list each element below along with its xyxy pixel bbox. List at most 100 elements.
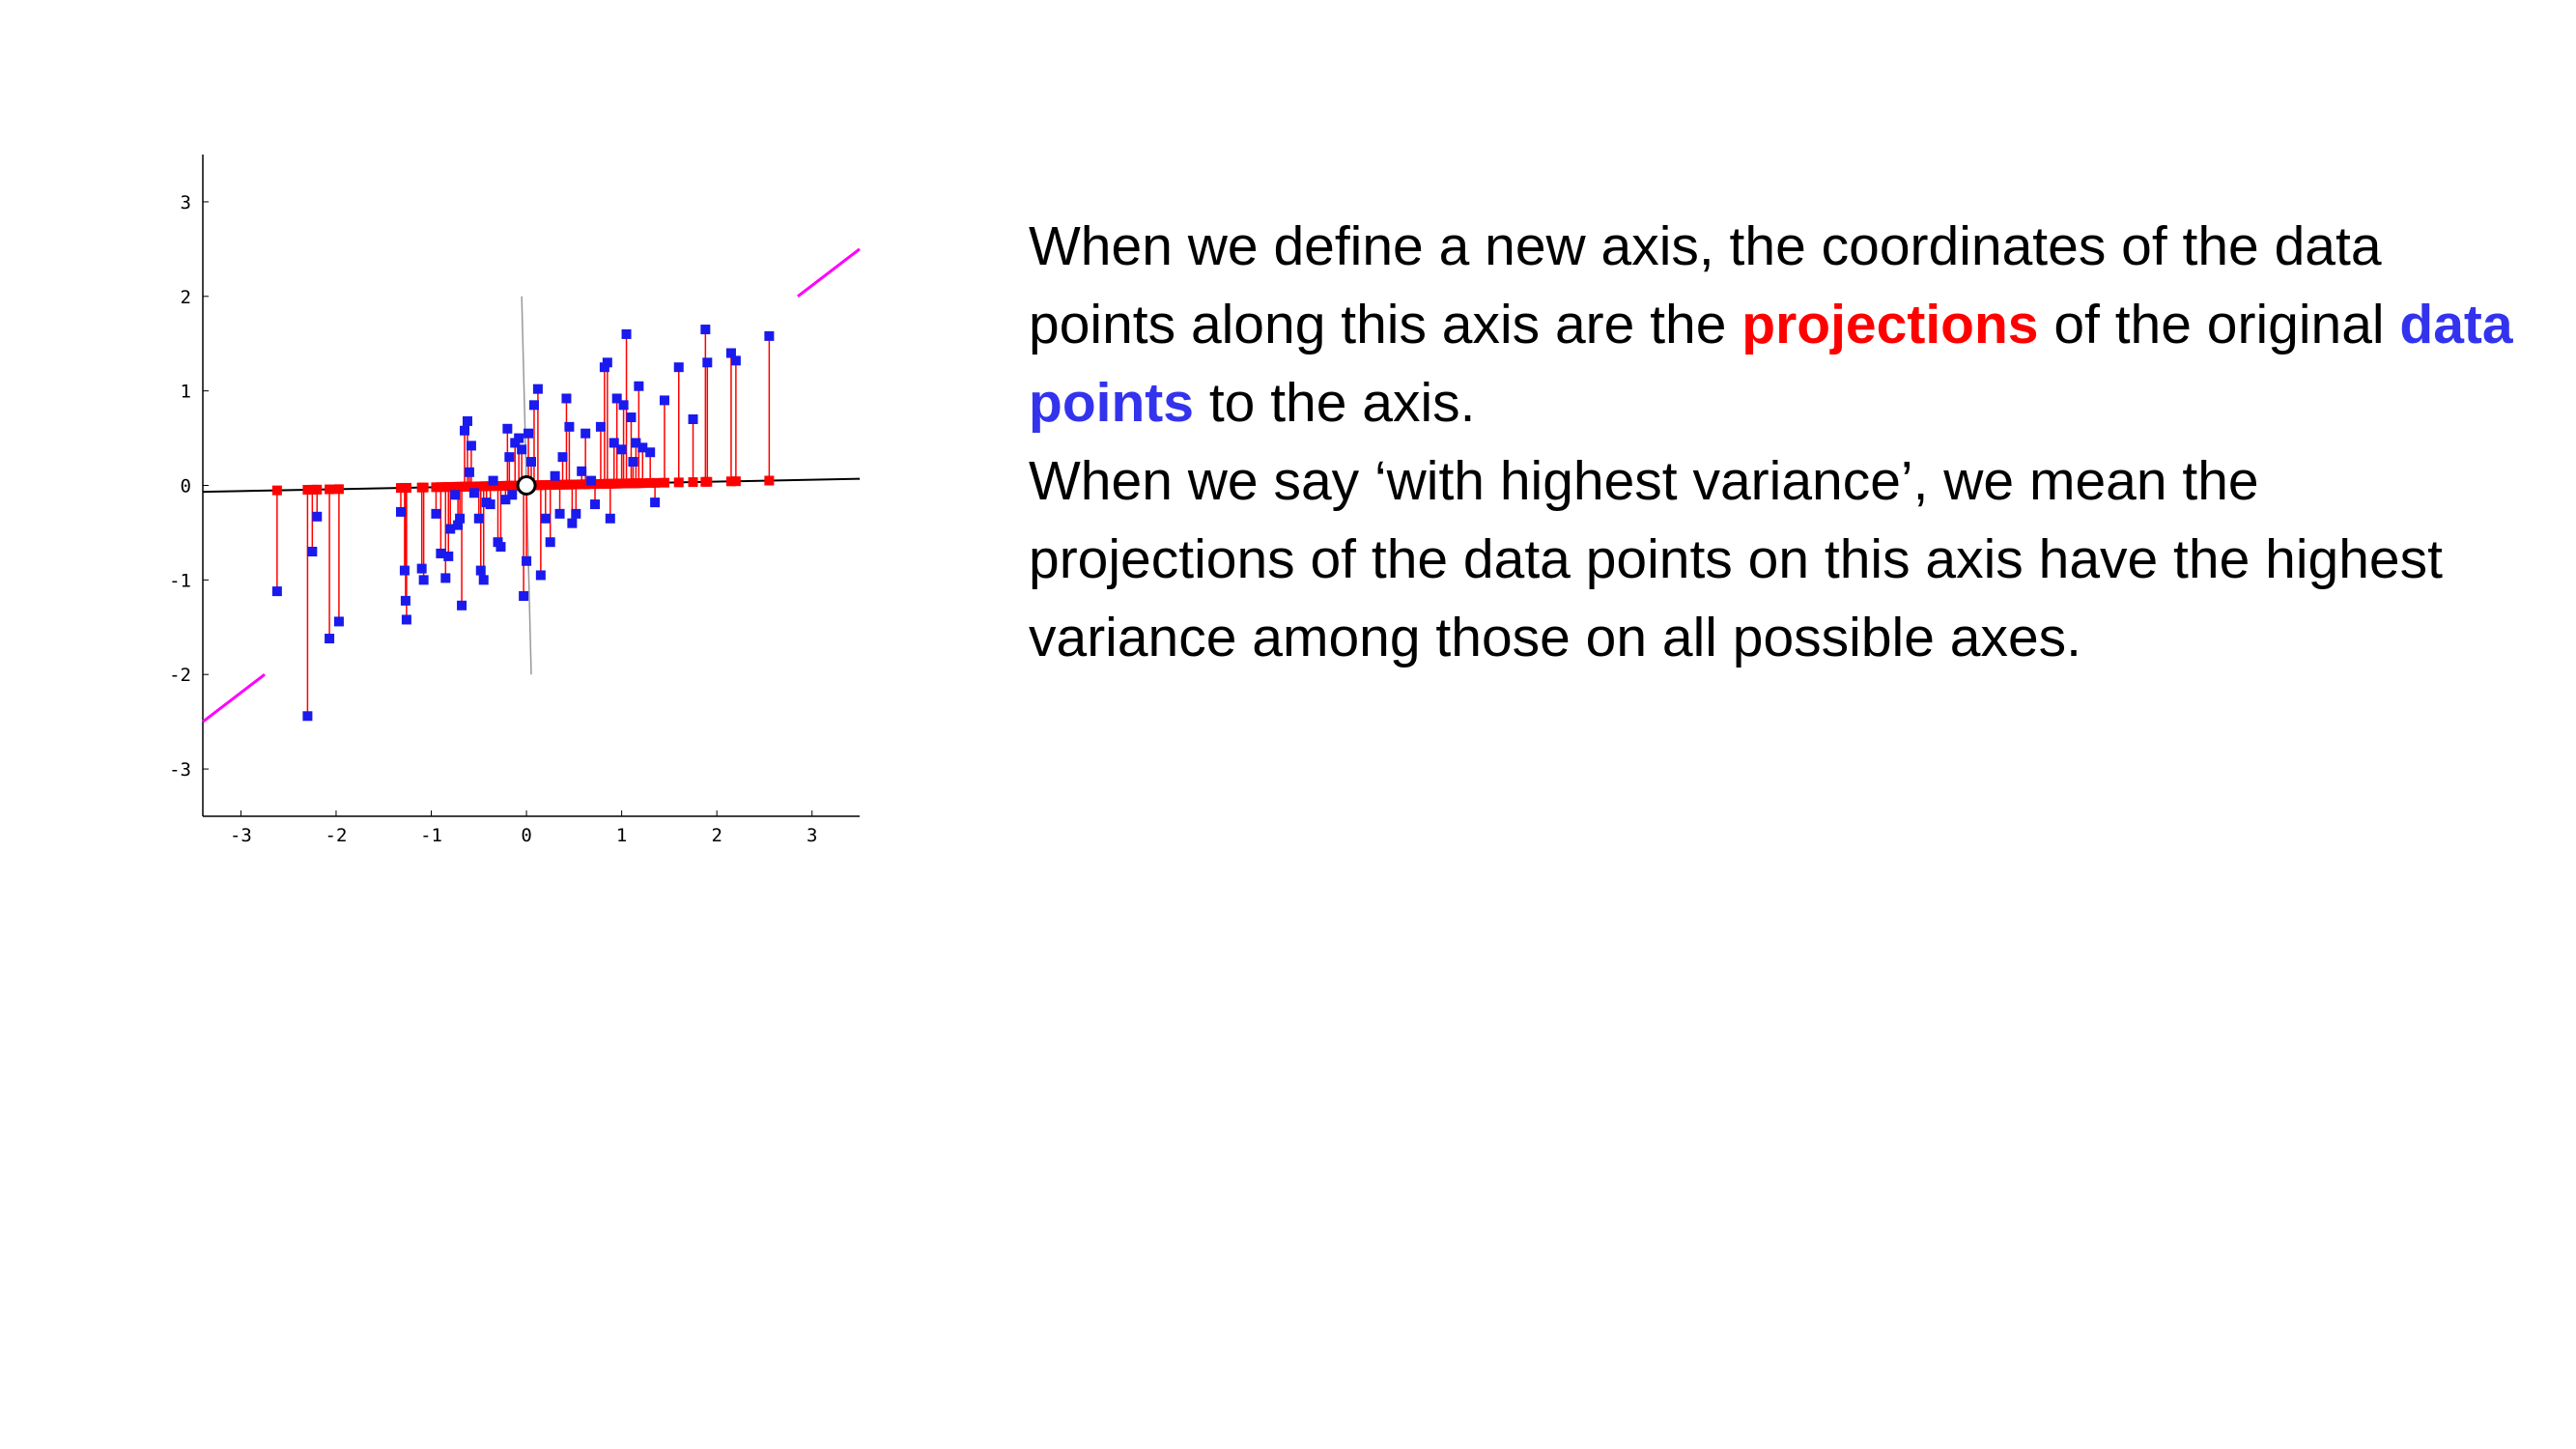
projected-point [688,477,698,488]
data-point [730,355,741,366]
data-point [564,421,575,432]
data-point [637,442,648,453]
projected-point [401,482,411,493]
data-point [725,348,736,358]
explanation-text: When we define a new axis, the coordinat… [1029,208,2535,677]
data-point [399,565,410,576]
data-point [504,452,515,463]
data-point [401,614,411,625]
chart-svg: -3 -2 -1 0 1 2 3 3 2 1 0 -1 -2 -3 [169,155,861,846]
data-point [590,499,601,510]
data-point [271,586,282,597]
y-tick-label: 2 [181,287,191,308]
y-tick-label: -3 [169,759,191,781]
data-point [626,412,637,423]
data-point [517,444,527,455]
projected-point [764,475,775,486]
x-tick-label: -1 [420,825,442,846]
data-point [535,570,546,581]
data-point [526,457,536,468]
para1-text-a: When we define a new axis, the coordinat… [1029,215,2382,355]
data-point [522,555,532,566]
data-point [502,423,513,434]
data-point [595,421,606,432]
projected-point [312,484,323,495]
data-point [466,440,476,451]
x-tick-label: 3 [807,825,817,846]
data-point [445,524,456,534]
data-point [325,634,335,644]
projected-point [637,478,648,489]
projected-point [673,477,684,488]
data-points-emphasis: data points [1029,294,2513,434]
data-point [550,470,560,481]
data-point [514,433,524,443]
projected-point [418,482,429,493]
projected-point [702,476,713,487]
para1-text-b: of the original [2038,294,2400,355]
data-point [540,513,551,524]
data-point [455,513,466,524]
data-point [473,513,484,524]
projections-emphasis: projections [1741,294,2039,355]
data-point [464,467,474,477]
data-point [545,537,555,548]
data-point [495,542,506,553]
data-point [307,547,318,556]
data-point [450,490,461,500]
y-tick-label: -1 [169,570,191,591]
data-point [532,384,543,394]
direction-marker [202,673,266,724]
data-point [557,452,568,463]
paragraph-variance: When we say ‘with highest variance’, we … [1029,450,2443,668]
x-tick-label: 0 [521,825,531,846]
x-tick-label: 1 [616,825,627,846]
data-point [416,563,427,574]
data-point [673,362,684,373]
data-point [611,393,622,404]
data-point [400,595,410,606]
data-point [302,711,313,722]
data-point [580,428,591,439]
y-tick-label: 3 [181,192,191,213]
data-point [333,616,344,627]
data-point [475,565,486,576]
data-point [621,328,632,339]
data-point [659,395,669,406]
data-point [702,357,713,368]
x-tick-label: -3 [230,825,252,846]
data-point [500,495,511,505]
projected-point [333,484,344,495]
data-point [443,551,454,561]
data-point [561,393,572,404]
para1-text-c: to the axis. [1193,372,1476,434]
data-point [457,600,467,611]
data-point [488,475,498,486]
projected-point [571,479,581,490]
data-point [567,518,578,528]
y-tick-label: 1 [181,382,191,403]
data-point [460,425,470,436]
data-point [524,428,534,439]
data-point [688,414,698,424]
direction-marker [797,247,861,298]
data-point [628,457,638,468]
projected-point [580,479,591,490]
projected-point [271,485,282,496]
data-point [395,506,406,517]
center-marker [516,475,537,496]
data-point [634,381,644,391]
data-point [312,511,323,522]
data-point [462,415,472,426]
data-point [436,548,446,558]
data-point [468,488,479,498]
projected-point [650,477,661,488]
paragraph-projections: When we define a new axis, the coordinat… [1029,208,2535,442]
data-point [618,400,629,411]
data-point [764,330,775,341]
data-point [631,438,641,448]
projected-point [325,484,335,495]
x-tick-label: 2 [711,825,722,846]
data-point [609,438,619,448]
projected-point [659,477,669,488]
